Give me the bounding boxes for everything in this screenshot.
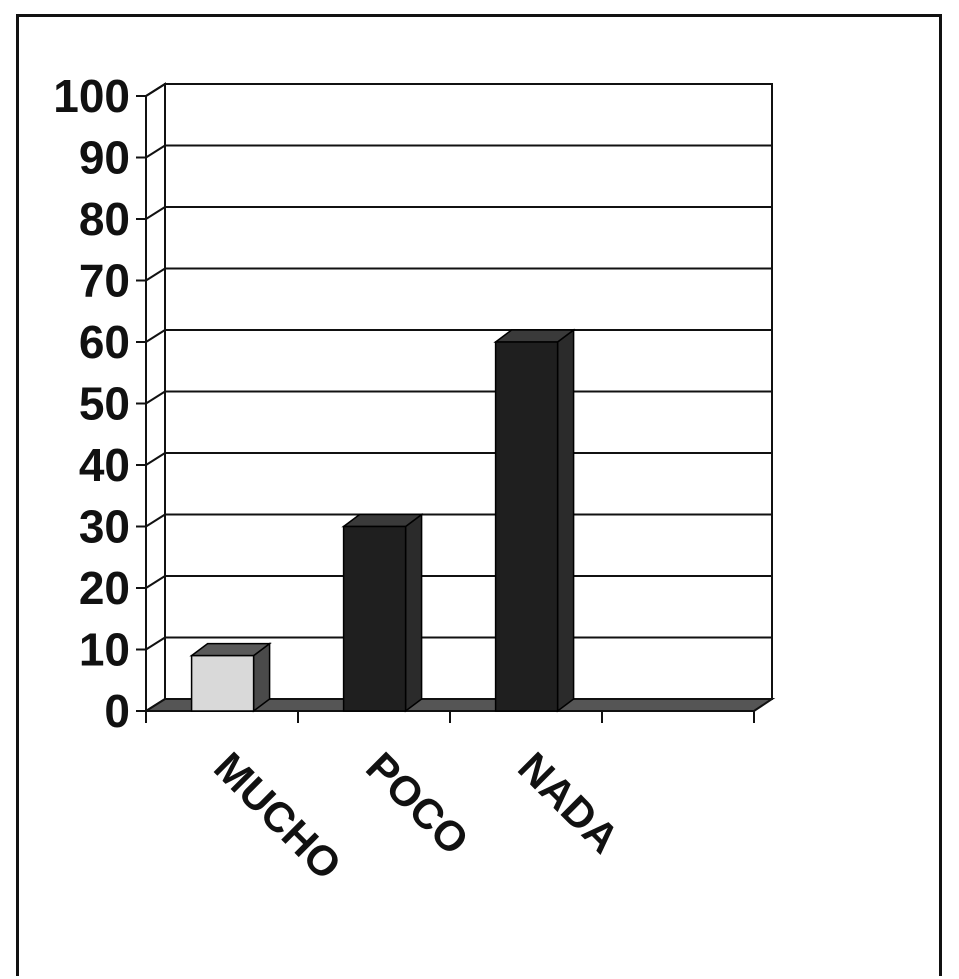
y-tick-label: 90 [79, 132, 130, 184]
gridline-side [145, 267, 166, 282]
x-category-label: MUCHO [205, 743, 350, 888]
gridlines [136, 82, 773, 713]
x-category-label: NADA [509, 743, 628, 862]
bar-front [494, 341, 559, 712]
bars [189, 328, 576, 713]
gridline-side [145, 144, 166, 159]
y-tick-label: 60 [79, 316, 130, 368]
gridline-side [145, 206, 166, 220]
y-tick-label: 100 [53, 70, 130, 122]
x-axis-category-labels: MUCHO POCO NADA [205, 743, 628, 888]
gridline-side [145, 83, 166, 97]
gridline-side [145, 390, 166, 405]
y-tick-label: 30 [79, 501, 130, 553]
gridline-side [145, 636, 166, 651]
bar-front [190, 654, 255, 712]
y-tick-label: 0 [104, 685, 130, 737]
bar-poco [341, 513, 424, 713]
y-tick-label: 80 [79, 193, 130, 245]
bar-mucho [189, 642, 272, 713]
y-tick-label: 10 [79, 624, 130, 676]
y-tick-label: 70 [79, 255, 130, 307]
y-tick-label: 40 [79, 439, 130, 491]
gridline-side [145, 575, 166, 589]
y-tick-label: 50 [79, 378, 130, 430]
x-category-label: POCO [357, 743, 478, 864]
gridline-side [145, 452, 166, 466]
bar-nada [493, 328, 576, 713]
gridline-side [145, 329, 166, 343]
bar-side [556, 328, 575, 713]
bar-side [404, 513, 423, 713]
gridline-side [145, 513, 166, 528]
y-axis-tick-labels: 0 10 20 30 40 50 60 70 80 90 100 [53, 70, 130, 737]
bar-front [342, 525, 407, 712]
y-tick-label: 20 [79, 562, 130, 614]
